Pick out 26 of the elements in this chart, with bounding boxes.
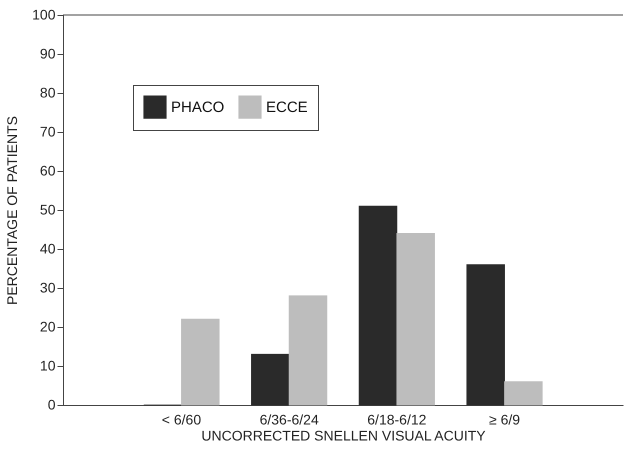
bar: [358, 206, 398, 406]
y-tick-label: 0: [48, 396, 56, 412]
legend-label: PHACO: [171, 99, 224, 116]
x-tick-label: < 6/60: [162, 412, 202, 428]
y-tick-label: 100: [32, 6, 56, 22]
bar: [251, 354, 290, 406]
bar: [288, 295, 328, 406]
y-tick-label: 90: [40, 46, 56, 62]
y-tick-label: 40: [40, 240, 56, 256]
y-tick-label: 10: [40, 358, 56, 374]
y-tick-label: 60: [40, 162, 56, 178]
y-axis-title: PERCENTAGE OF PATIENTS: [4, 116, 20, 306]
bar: [181, 318, 220, 406]
y-tick-label: 80: [40, 84, 56, 100]
bar: [504, 381, 543, 406]
x-tick-label: ≥ 6/9: [489, 412, 520, 428]
legend-label: ECCE: [266, 99, 308, 116]
x-tick-label: 6/36-6/24: [260, 412, 319, 428]
bar: [466, 264, 505, 406]
bar: [396, 233, 435, 406]
x-axis-title: UNCORRECTED SNELLEN VISUAL ACUITY: [201, 428, 486, 444]
y-tick-label: 20: [40, 318, 56, 334]
x-tick-label: 6/18-6/12: [367, 412, 427, 428]
y-tick-label: 50: [40, 202, 56, 218]
y-tick-label: 70: [40, 124, 56, 140]
y-tick-label: 30: [40, 280, 56, 296]
